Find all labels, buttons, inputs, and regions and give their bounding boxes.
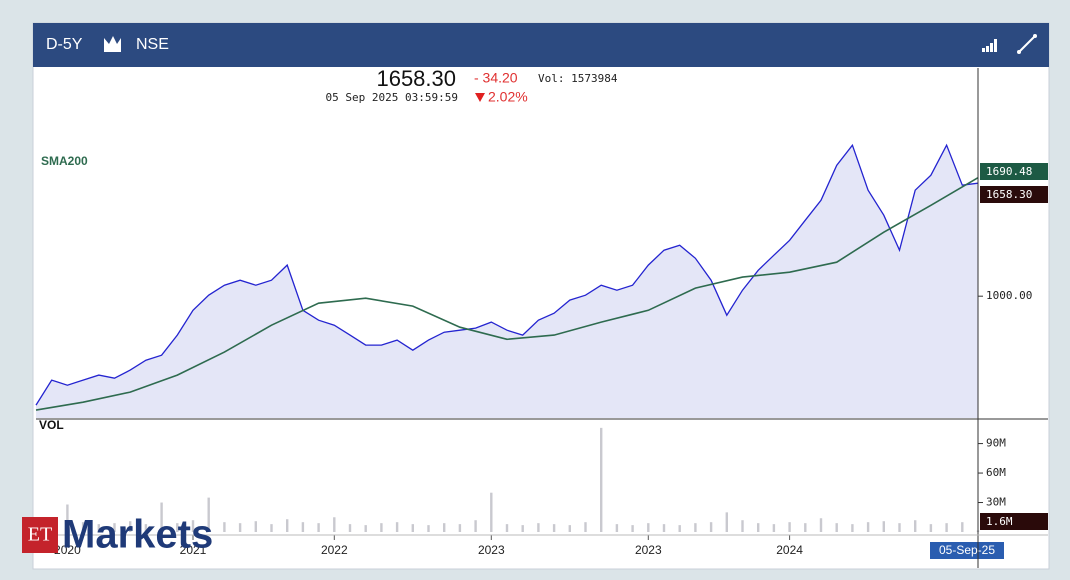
volume-bar <box>568 525 571 532</box>
volume-bar <box>490 492 493 532</box>
last-value-label: 1690.48 <box>986 165 1032 178</box>
pane-title: VOL <box>39 418 64 432</box>
volume-bar <box>521 525 524 532</box>
volume-bar <box>144 524 148 532</box>
quote-change-pct: 2.02% <box>488 89 528 105</box>
volume-bar <box>333 517 336 532</box>
quote-datetime: 05 Sep 2025 03:59:59 <box>326 91 458 104</box>
y-tick-label: 60M <box>986 466 1006 479</box>
last-value-box <box>980 163 1048 180</box>
volume-bar <box>191 520 195 532</box>
indicator-icon[interactable] <box>982 39 997 52</box>
sma-line <box>35 177 979 411</box>
volume-bar <box>411 524 414 532</box>
x-tick-label: 2021 <box>180 543 207 557</box>
volume-bar <box>914 520 917 532</box>
volume-bar <box>505 524 509 532</box>
volume-bar <box>929 524 933 532</box>
volume-bar <box>552 524 556 532</box>
volume-bar <box>537 523 540 532</box>
volume-bar <box>443 523 446 532</box>
volume-bar <box>804 523 807 532</box>
volume-bar <box>961 522 964 532</box>
x-tick-label: 2020 <box>54 543 81 557</box>
x-date-box <box>930 542 1004 559</box>
x-tick-label: 2024 <box>776 543 803 557</box>
draw-icon[interactable] <box>1017 34 1037 54</box>
volume-bar <box>772 524 776 532</box>
volume-bar <box>678 525 681 532</box>
volume-bar <box>474 520 477 532</box>
price-line <box>35 143 979 406</box>
exchange-button[interactable]: NSE <box>136 36 169 53</box>
brand-et: ET <box>28 524 52 546</box>
volume-bar <box>364 525 367 532</box>
volume-bar <box>301 522 305 532</box>
volume-bar <box>113 523 116 532</box>
volume-bar <box>129 521 132 532</box>
volume-bar <box>207 497 210 532</box>
last-value-label: 1658.30 <box>986 188 1032 201</box>
x-tick-label: 2023 <box>478 543 505 557</box>
volume-bar <box>662 524 666 532</box>
volume-bar <box>741 520 744 532</box>
volume-bar <box>176 523 179 532</box>
volume-bar <box>81 522 85 532</box>
volume-bar <box>788 522 791 532</box>
volume-bar <box>427 525 430 532</box>
volume-bar <box>395 522 399 532</box>
y-tick-label: 90M <box>986 437 1006 450</box>
toolbar <box>33 23 1049 67</box>
volume-bar <box>835 523 838 532</box>
volume-bar <box>631 525 634 532</box>
y-tick-label: 1000.00 <box>986 289 1032 302</box>
last-volume-label: 1.6M <box>986 515 1013 528</box>
quote-change: - 34.20 <box>474 70 518 86</box>
quote-price: 1658.30 <box>376 66 456 91</box>
last-volume-box <box>980 513 1048 530</box>
quote-volume: Vol: 1573984 <box>538 72 618 85</box>
y-tick-label: 30M <box>986 496 1006 509</box>
last-value-box <box>980 186 1048 203</box>
chart-type-icon[interactable] <box>104 36 121 52</box>
volume-bar <box>819 518 823 532</box>
volume-bar <box>458 524 462 532</box>
volume-bar <box>757 523 760 532</box>
volume-bar <box>286 519 289 532</box>
volume-bar <box>348 524 352 532</box>
volume-bar <box>254 521 257 532</box>
brand-badge <box>22 517 58 553</box>
volume-bar <box>160 502 163 532</box>
brand-markets: Markets <box>62 513 213 557</box>
volume-bar <box>725 512 728 532</box>
volume-bar <box>945 523 948 532</box>
volume-bar <box>615 524 619 532</box>
x-tick-label: 2023 <box>635 543 662 557</box>
volume-bar <box>882 521 885 532</box>
volume-bar <box>317 523 320 532</box>
period-button[interactable]: D-5Y <box>46 36 83 53</box>
down-arrow <box>475 93 485 102</box>
volume-bar <box>898 523 901 532</box>
plot-layer: 1000.00 1658.30 SMA200 1690.48 VOL 30M 60M 90M 1… <box>34 143 1048 559</box>
volume-bar <box>694 523 697 532</box>
legend-label: SMA200 <box>41 154 88 168</box>
volume-bar <box>584 522 587 532</box>
x-tick-label: 05-Sep-25 <box>939 543 995 557</box>
volume-bar <box>709 522 713 532</box>
volume-bar <box>66 504 69 532</box>
volume-bar <box>851 524 854 532</box>
price-area <box>36 145 978 418</box>
volume-bar <box>238 523 242 532</box>
volume-bar <box>647 523 650 532</box>
volume-bar <box>270 524 273 532</box>
volume-bar <box>600 427 603 532</box>
volume-bar <box>97 524 100 532</box>
volume-bar <box>866 522 870 532</box>
x-tick-label: 2022 <box>321 543 348 557</box>
volume-bar <box>380 523 383 532</box>
volume-bar <box>223 522 226 532</box>
